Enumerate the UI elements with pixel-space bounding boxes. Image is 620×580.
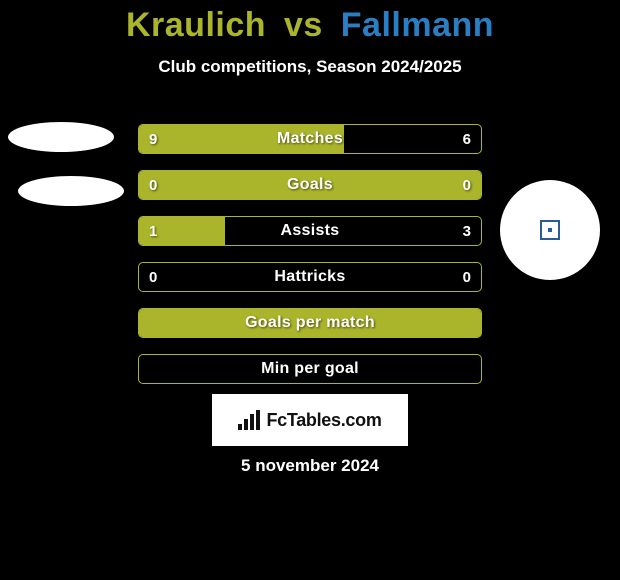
subtitle: Club competitions, Season 2024/2025 <box>0 57 620 77</box>
vs-text: vs <box>284 6 323 44</box>
stat-label: Goals <box>139 171 481 199</box>
stat-label: Assists <box>139 217 481 245</box>
stat-label: Goals per match <box>139 309 481 337</box>
stat-label: Min per goal <box>139 355 481 383</box>
player2-name: Fallmann <box>341 6 494 44</box>
stat-label: Matches <box>139 125 481 153</box>
logo-text: FcTables.com <box>266 410 381 431</box>
infographic-root: Kraulich vs Fallmann Club competitions, … <box>0 0 620 580</box>
date-text: 5 november 2024 <box>0 456 620 476</box>
badge-ellipse-left-2 <box>18 176 124 206</box>
page-title: Kraulich vs Fallmann <box>0 0 620 45</box>
player1-name: Kraulich <box>126 6 266 44</box>
stat-bar-min-per-goal: Min per goal <box>138 354 482 384</box>
badge-placeholder-icon <box>540 220 560 240</box>
stat-bar-assists: 13Assists <box>138 216 482 246</box>
logo-bars-icon <box>238 410 260 430</box>
stat-label: Hattricks <box>139 263 481 291</box>
comparison-bars: 96Matches 00Goals 13Assists 00Hattricks Goal… <box>138 124 482 400</box>
stat-bar-goals: 00Goals <box>138 170 482 200</box>
badge-ellipse-left-1 <box>8 122 114 152</box>
stat-bar-matches: 96Matches <box>138 124 482 154</box>
stat-bar-hattricks: 00Hattricks <box>138 262 482 292</box>
fctables-logo: FcTables.com <box>212 394 408 446</box>
badge-circle-right <box>500 180 600 280</box>
stat-bar-goals-per-match: Goals per match <box>138 308 482 338</box>
